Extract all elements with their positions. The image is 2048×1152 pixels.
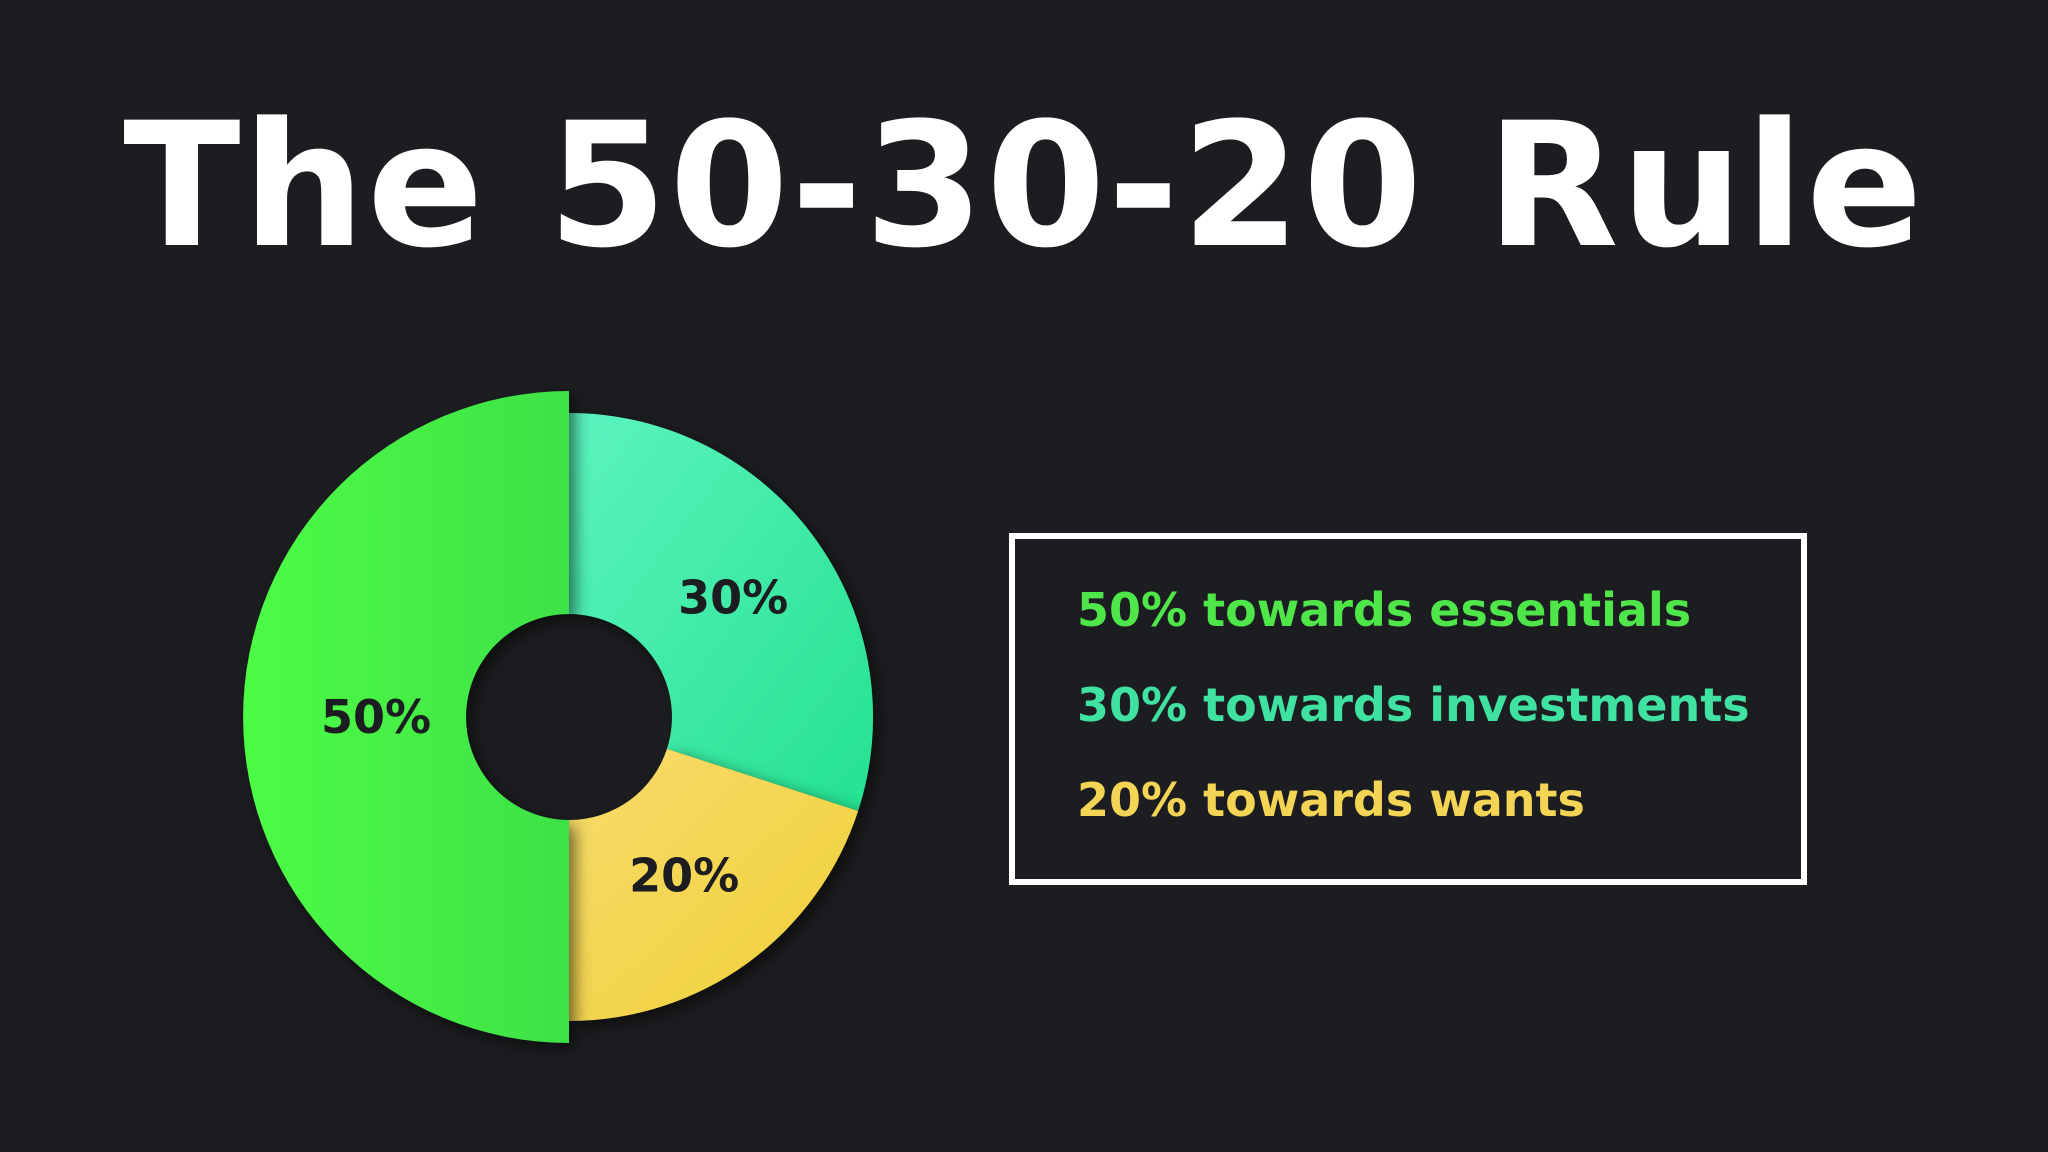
legend-box: 50% towards essentials 30% towards inves… (1009, 533, 1807, 885)
legend-item-wants: 20% towards wants (1077, 773, 1585, 827)
legend-item-investments: 30% towards investments (1077, 678, 1750, 732)
legend-item-essentials: 50% towards essentials (1077, 583, 1692, 637)
slice-label-50: 50% (321, 690, 431, 744)
slice-20 (569, 748, 859, 1021)
slice-30 (569, 413, 873, 811)
slice-50 (243, 391, 569, 1043)
slice-label-30: 30% (678, 571, 788, 625)
page-title: The 50-30-20 Rule (123, 85, 1925, 286)
legend-list: 50% towards essentials 30% towards inves… (1077, 587, 1750, 872)
slice-label-20: 20% (629, 849, 739, 903)
